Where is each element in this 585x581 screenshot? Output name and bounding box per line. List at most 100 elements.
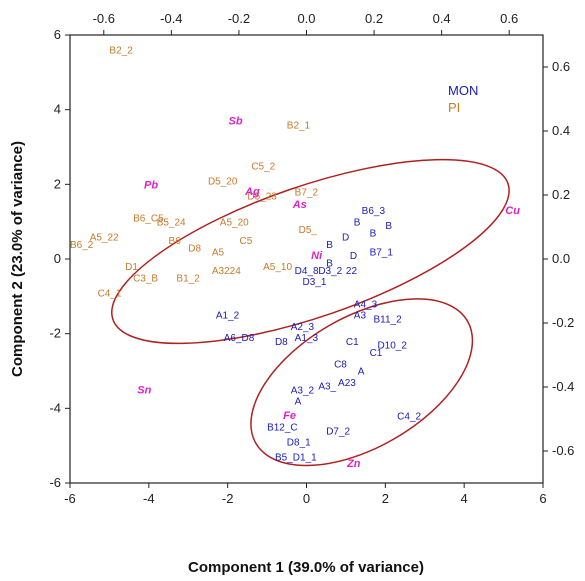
data-point-mon: B11_2 — [374, 314, 403, 325]
legend-entry-pi: PI — [448, 100, 460, 115]
data-point-pi: B6 — [169, 236, 182, 247]
top-x-tick-label: 0.4 — [433, 11, 451, 26]
variable-loading-sb: Sb — [229, 116, 243, 128]
x-tick-label: -2 — [222, 491, 234, 506]
data-point-mon: A23 — [338, 378, 356, 389]
data-point-mon: D7_2 — [326, 426, 350, 437]
data-point-pi: D1 — [125, 262, 138, 273]
data-point-mon: C1 — [370, 348, 383, 359]
top-x-tick-label: 0.6 — [500, 11, 518, 26]
y-tick-label: 6 — [54, 27, 61, 42]
data-point-pi: A5_20 — [220, 217, 249, 228]
data-point-pi: A5_22 — [90, 232, 119, 243]
variables-layer: Pb Sb Ag As Ni Cu Sn Fe Zn — [137, 116, 520, 470]
data-point-pi: C5_2 — [251, 161, 275, 172]
y-tick-label: -2 — [49, 326, 61, 341]
legend: MON PI — [448, 83, 478, 115]
data-point-mon: B — [326, 240, 333, 251]
data-point-mon: D10_2 — [377, 341, 407, 352]
data-point-mon: D8 — [275, 337, 288, 348]
data-point-pi: B5_24 — [157, 217, 186, 228]
data-point-pi: B1_2 — [176, 273, 200, 284]
data-point-mon: C4_2 — [397, 412, 421, 423]
top-x-tick-label: -0.2 — [228, 11, 250, 26]
x-tick-label: 0 — [303, 491, 310, 506]
data-point-mon: B6_3 — [362, 206, 386, 217]
data-point-mon: C1 — [346, 337, 359, 348]
data-point-pi: A3224 — [212, 266, 241, 277]
y-tick-label: 0 — [54, 251, 61, 266]
data-point-pi: C3_B — [133, 273, 158, 284]
data-point-mon: D — [342, 232, 349, 243]
data-point-pi: B6_2 — [70, 240, 94, 251]
y-axis-title: Component 2 (23.0% of variance) — [9, 141, 26, 377]
data-point-pi: B7_2 — [295, 188, 319, 199]
data-point-mon: B12_C — [267, 423, 298, 434]
data-point-pi: D5_23 — [247, 191, 277, 202]
data-point-pi: C5 — [239, 236, 252, 247]
data-point-pi: D8 — [188, 244, 201, 255]
right-y-tick-label: 0.0 — [552, 251, 570, 266]
data-point-pi: C4_1 — [98, 288, 122, 299]
right-y-tick-label: -0.6 — [552, 443, 574, 458]
right-y-tick-label: 0.6 — [552, 59, 570, 74]
variable-loading-cu: Cu — [505, 205, 520, 217]
x-tick-label: -4 — [143, 491, 155, 506]
data-point-pi: D5_ — [299, 225, 318, 236]
ellipse-layer — [111, 158, 510, 467]
top-x-tick-label: 0.0 — [297, 11, 315, 26]
x-axis-title: Component 1 (39.0% of variance) — [188, 559, 424, 576]
x-tick-label: 2 — [382, 491, 389, 506]
variable-loading-zn: Zn — [346, 458, 361, 470]
data-point-mon: A6_D8 — [224, 333, 255, 344]
data-point-mon: D4_8 — [295, 266, 319, 277]
y-tick-label: 4 — [54, 102, 61, 117]
variable-loading-as: As — [292, 199, 307, 211]
top-x-tick-label: -0.6 — [93, 11, 115, 26]
confidence-ellipse-pi — [111, 158, 510, 345]
variable-loading-ag: Ag — [244, 186, 260, 198]
y-tick-label: -4 — [49, 400, 61, 415]
data-point-mon: D3_2 — [318, 266, 342, 277]
data-point-mon: B5_D1_1 — [275, 453, 317, 464]
data-point-mon: B7_1 — [370, 247, 394, 258]
data-point-mon: B — [354, 217, 361, 228]
data-point-mon: 22 — [346, 266, 358, 277]
right-y-tick-label: 0.2 — [552, 187, 570, 202]
variable-loading-fe: Fe — [283, 410, 296, 422]
right-y-tick-label: -0.2 — [552, 315, 574, 330]
data-point-mon: A1_2 — [216, 311, 240, 322]
y-tick-label: -6 — [49, 475, 61, 490]
top-x-tick-label: 0.2 — [365, 11, 383, 26]
data-point-pi: A5_10 — [263, 262, 292, 273]
data-point-pi: B2_2 — [109, 46, 133, 57]
data-point-pi: B2_1 — [287, 120, 311, 131]
data-point-pi: B6_C5 — [133, 214, 164, 225]
data-point-mon: A4_3 — [354, 300, 378, 311]
data-point-pi: D5_20 — [208, 176, 238, 187]
y-tick-label: 2 — [54, 176, 61, 191]
right-y-tick-label: -0.4 — [552, 379, 574, 394]
data-point-pi: A5 — [212, 247, 225, 258]
data-point-mon: B — [385, 221, 392, 232]
data-point-mon: A3 — [354, 311, 367, 322]
top-x-tick-label: -0.4 — [160, 11, 182, 26]
x-tick-label: 4 — [461, 491, 468, 506]
x-tick-label: -6 — [64, 491, 76, 506]
axes-layer: -6 -4 -2 0 2 4 6 -6 -4 -2 0 2 4 6 -0.6 -0.4 -0.2 0.0 0.2 0.… — [49, 11, 574, 506]
data-point-mon: A — [295, 397, 302, 408]
data-point-mon: D — [350, 251, 357, 262]
data-point-mon: A3_ — [318, 382, 336, 393]
data-point-mon: B — [370, 229, 377, 240]
variable-loading-pb: Pb — [144, 180, 158, 192]
data-point-mon: D3_1 — [303, 277, 327, 288]
plot-frame — [69, 34, 544, 484]
data-point-mon: A3_2 — [291, 385, 315, 396]
variable-loading-sn: Sn — [137, 384, 151, 396]
right-y-tick-label: 0.4 — [552, 123, 570, 138]
data-point-mon: D8_1 — [287, 438, 311, 449]
confidence-ellipse-mon — [250, 298, 474, 467]
data-point-mon: A — [358, 367, 365, 378]
data-point-mon: B — [326, 258, 333, 269]
